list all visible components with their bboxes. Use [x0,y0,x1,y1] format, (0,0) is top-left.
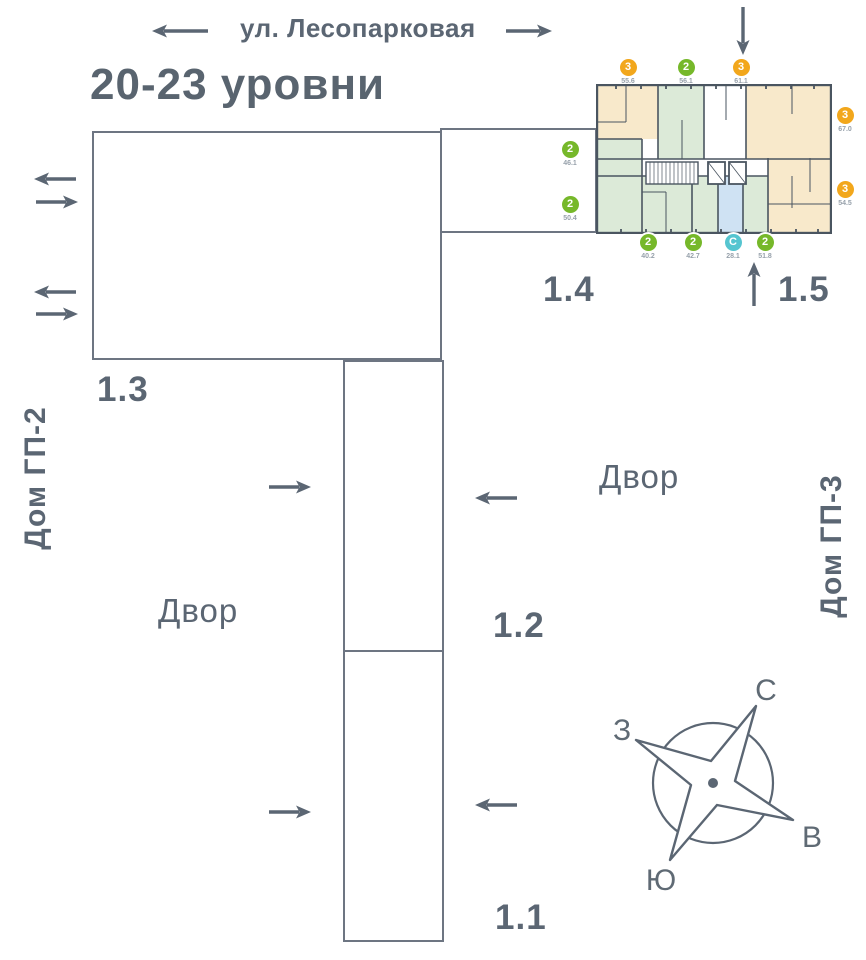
rooms-badge: 3 [732,59,750,76]
plan-arrow-down-icon [735,5,751,55]
yard-arrow-left-1-icon [475,490,519,506]
area-label: 67.0 [838,126,852,133]
section-1-3-outline [92,131,442,360]
courtyard-right-label: Двор [599,458,680,495]
apartment-badge: 2 56.1 [666,59,706,86]
apartment-badge: 3 61.1 [721,59,761,86]
entry-arrow-out-1-icon [34,171,78,187]
street-arrow-left-icon [152,23,210,39]
compass-south-label: Ю [646,864,676,897]
yard-arrow-left-2-icon [475,797,519,813]
apartment-badge: 3 67.0 [825,107,865,134]
rooms-badge: 2 [677,59,695,76]
compass-rose: С З В Ю [593,663,833,903]
rooms-badge: 2 [684,234,702,251]
area-label: 28.1 [726,253,740,260]
floorplan-drawing [596,84,832,234]
compass-west-label: З [613,714,631,747]
apartment-badge: 3 54.5 [825,181,865,208]
apartment-badge: C 28.1 [713,234,753,261]
rooms-badge: 3 [836,107,854,124]
area-label: 42.7 [686,253,700,260]
street-label: ул. Лесопарковая [240,13,476,43]
rooms-badge: 2 [639,234,657,251]
area-label: 50.4 [563,215,577,222]
area-label: 46.1 [563,160,577,167]
section-label-1-2: 1.2 [493,606,545,645]
compass-north-label: С [755,674,777,707]
compass-center-dot [708,778,718,788]
section-1-2-outline [343,360,444,652]
apartment-badge: 2 40.2 [628,234,668,261]
area-label: 40.2 [641,253,655,260]
area-label: 61.1 [734,78,748,85]
section-label-1-3: 1.3 [97,370,149,409]
area-label: 55.6 [621,78,635,85]
plan-arrow-up-icon [746,262,762,308]
apartment-badge: 2 51.8 [745,234,785,261]
left-house-label: Дом ГП-2 [19,406,52,550]
compass-east-label: В [802,821,822,854]
area-label: 56.1 [679,78,693,85]
rooms-badge: 3 [836,181,854,198]
rooms-badge: 2 [561,196,579,213]
apartment-badge: 2 46.1 [550,141,590,168]
courtyard-left-label: Двор [158,592,239,629]
street-arrow-right-icon [504,23,552,39]
rooms-badge: 2 [756,234,774,251]
area-label: 54.5 [838,200,852,207]
rooms-badge: 3 [619,59,637,76]
rooms-badge: 2 [561,141,579,158]
section-1-1-outline [343,650,444,942]
entry-arrow-in-1-icon [34,194,78,210]
section-label-1-4: 1.4 [543,270,595,309]
area-label: 51.8 [758,253,772,260]
apartment-badge: 2 50.4 [550,196,590,223]
entry-arrow-out-2-icon [34,284,78,300]
section-label-1-5: 1.5 [778,270,830,309]
page-title: 20-23 уровни [90,60,386,109]
right-house-label: Дом ГП-3 [815,474,848,618]
entry-arrow-in-2-icon [34,306,78,322]
apartment-badge: 3 55.6 [608,59,648,86]
section-label-1-1: 1.1 [495,898,547,937]
yard-arrow-right-2-icon [267,804,311,820]
apartment-badge: 2 42.7 [673,234,713,261]
yard-arrow-right-1-icon [267,479,311,495]
rooms-badge: C [724,234,742,251]
